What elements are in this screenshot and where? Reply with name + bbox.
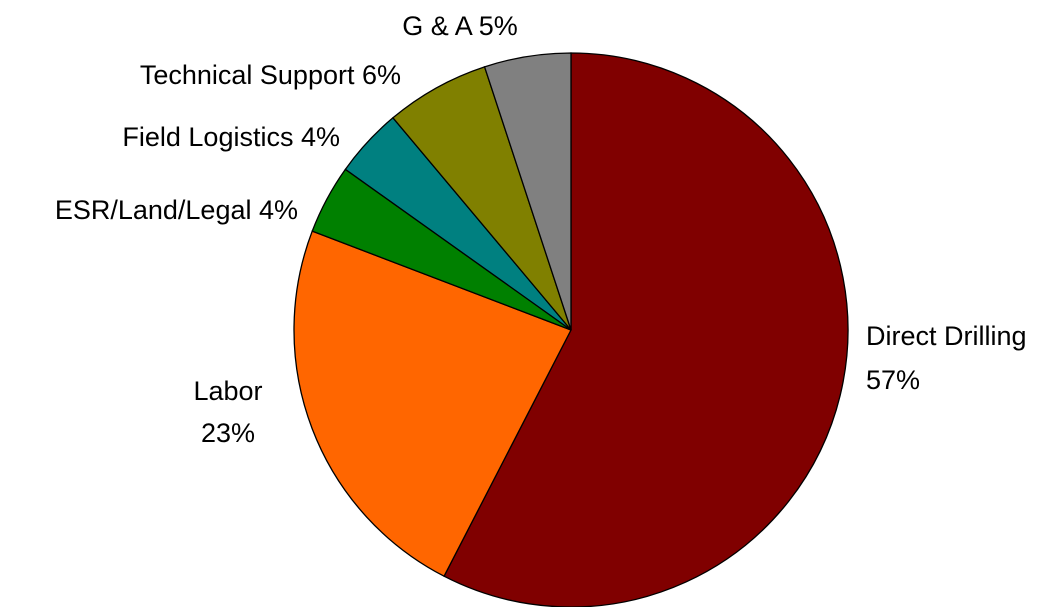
label-labor-name: Labor	[193, 376, 262, 406]
label-g-a: G & A 5%	[402, 11, 518, 41]
label-esr-land-legal: ESR/Land/Legal 4%	[55, 195, 298, 225]
label-direct-drilling-name: Direct Drilling	[866, 321, 1027, 351]
label-field-logistics: Field Logistics 4%	[122, 122, 340, 152]
label-direct-drilling-percent: 57%	[866, 365, 920, 395]
label-labor-percent: 23%	[201, 418, 255, 448]
slice-g-a	[483, 52, 572, 331]
slice-direct-drilling	[443, 52, 849, 607]
labels-layer: Direct Drilling 57% Labor 23% ESR/Land/Legal…	[55, 11, 1027, 448]
slice-labor	[293, 230, 572, 578]
label-technical-support: Technical Support 6%	[140, 60, 401, 90]
slices-layer	[293, 52, 849, 607]
